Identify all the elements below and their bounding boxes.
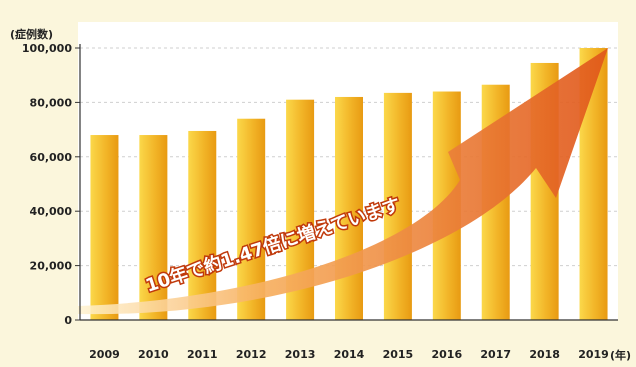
- y-tick-label: 0: [64, 314, 72, 327]
- x-tick-label: 2017: [480, 348, 511, 361]
- gridlines: [75, 47, 618, 321]
- y-tick-label: 100,000: [22, 42, 72, 55]
- x-tick-label: 2010: [138, 348, 169, 361]
- bar-2011: [188, 130, 217, 320]
- x-tick-label: 2016: [432, 348, 463, 361]
- y-tick-label: 40,000: [30, 205, 73, 218]
- y-tick-label: 60,000: [30, 151, 73, 164]
- axes: [79, 44, 618, 321]
- x-axis-unit: (年): [610, 348, 631, 362]
- x-tick-label: 2009: [89, 348, 120, 361]
- y-tick-labels: 0 20,000 40,000 60,000 80,000 100,000: [22, 42, 72, 327]
- x-tick-label: 2012: [236, 348, 267, 361]
- x-tick-labels: 2009 2010 2011 2012 2013 2014 2015 2016 2017 2018…: [89, 348, 609, 361]
- x-tick-label: 2018: [529, 348, 560, 361]
- x-tick-label: 2015: [383, 348, 414, 361]
- x-tick-label: 2014: [334, 348, 365, 361]
- y-axis-unit: (症例数): [10, 27, 53, 41]
- y-tick-label: 20,000: [30, 260, 73, 273]
- y-tick-label: 80,000: [30, 96, 73, 109]
- x-tick-label: 2019: [578, 348, 609, 361]
- trend-arrow: [78, 48, 608, 315]
- bar-2015: [383, 92, 412, 320]
- x-tick-label: 2013: [285, 348, 316, 361]
- bar-2009: [90, 135, 119, 320]
- bar-2014: [335, 96, 363, 321]
- bar-2010: [139, 135, 168, 320]
- x-tick-label: 2011: [187, 348, 218, 361]
